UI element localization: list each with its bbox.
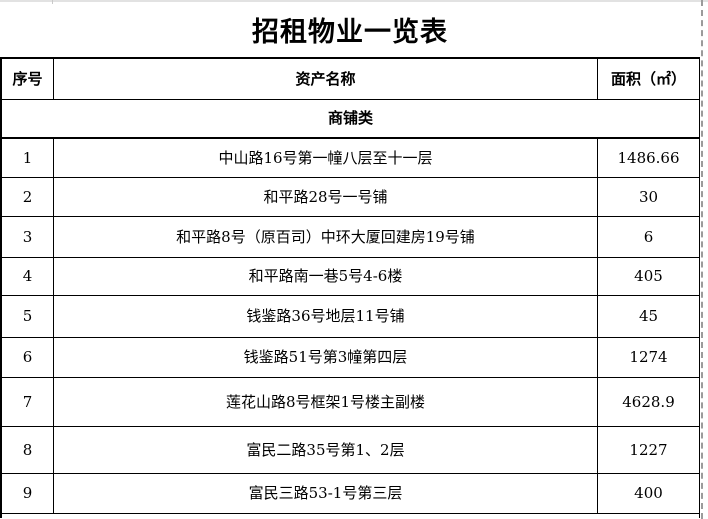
table-row: 2 和平路28号一号铺 30 xyxy=(2,178,699,217)
table-row: 8 富民二路35号第1、2层 1227 xyxy=(2,427,699,474)
header-cell-area: 面积（㎡） xyxy=(610,69,686,88)
cell-index: 6 xyxy=(2,338,54,377)
cell-area: 45 xyxy=(638,307,659,325)
cell-name: 中山路16号第一幢八层至十一层 xyxy=(54,139,598,177)
page-break-dashed-line xyxy=(701,0,703,519)
cell-index: 8 xyxy=(2,427,54,473)
table-row: 6 钱鉴路51号第3幢第四层 1274 xyxy=(2,338,699,378)
table-row: 3 和平路8号（原百司）中环大厦回建房19号铺 6 xyxy=(2,217,699,258)
table-row: 1 中山路16号第一幢八层至十一层 1486.66 xyxy=(2,139,699,178)
table-row: 7 莲花山路8号框架1号楼主副楼 4628.9 xyxy=(2,378,699,427)
cell-index: 5 xyxy=(2,296,54,337)
cell-area: 1274 xyxy=(629,348,668,366)
spreadsheet-gridline-tick xyxy=(52,0,53,4)
cell-index: 2 xyxy=(2,178,54,216)
cell-index: 3 xyxy=(2,217,54,257)
cell-index: 9 xyxy=(2,474,54,513)
table-header-row: 序号 资产名称 面积（㎡） xyxy=(2,59,699,100)
cell-name: 和平路南一巷5号4-6楼 xyxy=(54,258,598,295)
table-row: 9 富民三路53-1号第三层 400 xyxy=(2,474,699,514)
section-label: 商铺类 xyxy=(327,109,373,127)
header-cell-index: 序号 xyxy=(2,59,54,99)
cell-area: 6 xyxy=(643,227,654,246)
cell-area: 405 xyxy=(634,267,663,285)
cell-area: 30 xyxy=(638,187,659,206)
section-row-shops: 商铺类 xyxy=(2,100,699,139)
cell-name: 富民三路53-1号第三层 xyxy=(54,474,598,513)
cell-name: 莲花山路8号框架1号楼主副楼 xyxy=(54,378,598,426)
cell-index: 4 xyxy=(2,258,54,295)
partial-next-row xyxy=(2,514,699,518)
table-row: 4 和平路南一巷5号4-6楼 405 xyxy=(2,258,699,296)
cell-name: 富民二路35号第1、2层 xyxy=(54,427,598,473)
cell-area: 4628.9 xyxy=(622,392,675,411)
cell-index: 7 xyxy=(2,378,54,426)
spreadsheet-gridline xyxy=(0,0,708,2)
cell-area: 1227 xyxy=(629,440,668,459)
table-body: 1 中山路16号第一幢八层至十一层 1486.66 2 和平路28号一号铺 30 3 和平路8… xyxy=(2,139,699,514)
cell-name: 钱鉴路51号第3幢第四层 xyxy=(54,338,598,377)
property-table: 序号 资产名称 面积（㎡） 商铺类 1 中山路16号第一幢八层至十一层 1486.6… xyxy=(0,57,700,518)
cell-area: 1486.66 xyxy=(617,148,680,167)
table-row: 5 钱鉴路36号地层11号铺 45 xyxy=(2,296,699,338)
cell-name: 和平路8号（原百司）中环大厦回建房19号铺 xyxy=(54,217,598,257)
page-title: 招租物业一览表 xyxy=(252,17,448,48)
cell-area: 400 xyxy=(634,484,663,502)
cell-name: 和平路28号一号铺 xyxy=(54,178,598,216)
header-cell-name: 资产名称 xyxy=(54,59,598,99)
cell-index: 1 xyxy=(2,139,54,177)
cell-name: 钱鉴路36号地层11号铺 xyxy=(54,296,598,337)
